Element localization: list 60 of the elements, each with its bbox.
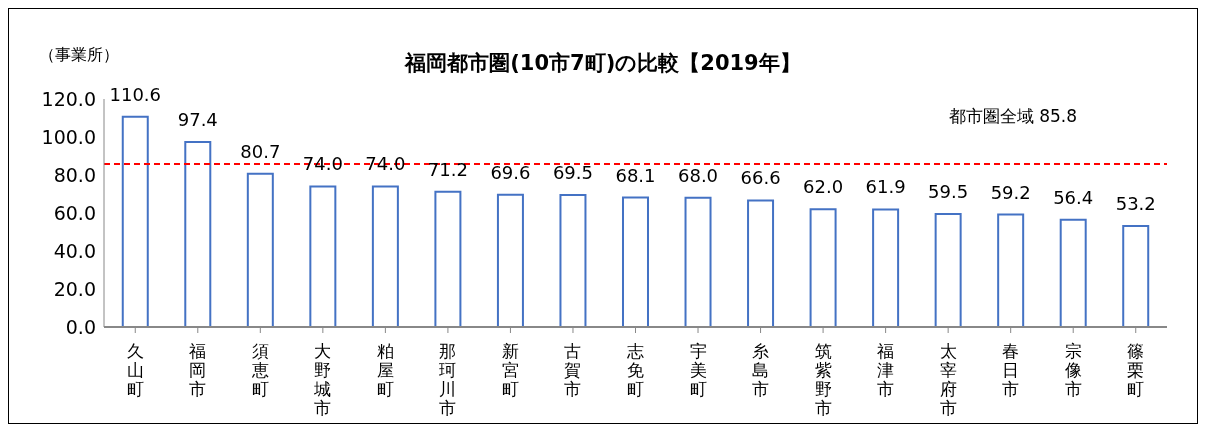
data-label: 71.2 [427,158,468,180]
data-label: 110.6 [109,83,162,105]
data-label: 68.0 [677,164,719,186]
data-label: 69.6 [490,161,531,183]
x-tick-label: 宗像市 [1064,341,1082,399]
ref-line-label: 都市圏全域 85.8 [948,105,1077,126]
data-label: 80.7 [240,140,281,162]
bar [997,213,1025,327]
y-tick-label: 120.0 [41,87,96,110]
x-tick-label: 福岡市 [189,341,207,399]
bar [121,115,149,327]
x-tick-label: 志免町 [627,341,644,399]
bar [747,199,775,327]
x-tick-label: 太宰府市 [939,341,957,418]
bar [559,193,587,327]
y-tick-label: 40.0 [53,239,96,262]
y-axis-title: （事業所） [39,45,119,66]
x-tick-label: 古賀市 [564,341,582,399]
y-tick-label: 60.0 [53,201,96,224]
x-tick-label: 須恵町 [250,341,269,399]
bar [246,172,274,327]
x-tick-label: 大野城市 [313,341,332,418]
x-tick-label: 新宮町 [501,341,519,399]
bar [184,140,212,327]
bar [872,208,900,327]
data-label: 69.5 [552,161,593,183]
y-tick-label: 80.0 [53,163,96,186]
bar [309,185,337,327]
x-tick-label: 篠栗町 [1127,341,1145,399]
data-label: 59.5 [928,180,969,202]
x-tick-label: 粕屋町 [376,341,394,399]
data-label: 66.6 [740,167,781,189]
data-label: 62.0 [803,176,844,198]
bar [371,185,399,327]
bar [684,196,712,327]
data-label: 68.1 [615,164,656,186]
x-tick-label: 福津市 [877,341,895,399]
x-tick-label: 久山町 [126,341,144,399]
x-tick-label: 那珂川市 [439,341,457,418]
bar [621,196,649,327]
data-label: 56.4 [1053,186,1094,208]
data-label: 59.2 [990,181,1031,203]
bar [1059,218,1087,327]
x-tick-label: 春日市 [1002,341,1020,399]
bar [809,208,837,327]
x-tick-label: 糸島市 [752,341,770,399]
bar [1122,224,1150,327]
data-label: 74.0 [365,153,406,175]
chart-title: 福岡都市圏(10市7町)の比較【2019年】 [405,51,801,75]
data-label: 61.9 [865,176,906,198]
bar [496,193,524,327]
bar [934,212,962,327]
x-tick-label: 宇美町 [689,341,707,399]
data-label: 53.2 [1115,192,1156,214]
bar [434,190,462,327]
x-tick-label: 筑紫野市 [814,341,832,418]
y-tick-label: 100.0 [41,125,96,148]
y-tick-label: 20.0 [53,277,96,300]
y-tick-label: 0.0 [65,315,96,338]
data-label: 97.4 [177,108,218,130]
